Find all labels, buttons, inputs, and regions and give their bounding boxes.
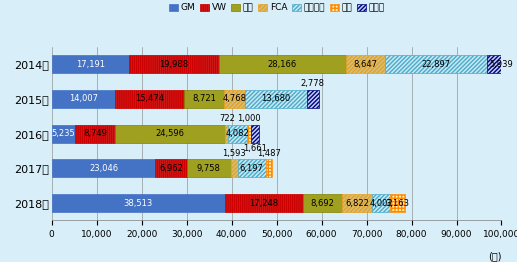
Bar: [231, 159, 238, 177]
Text: 6,962: 6,962: [159, 164, 183, 173]
Bar: [488, 55, 514, 73]
Text: 38,513: 38,513: [124, 199, 153, 208]
Text: (台): (台): [488, 251, 501, 261]
Text: 22,897: 22,897: [421, 59, 450, 69]
Bar: [156, 159, 187, 177]
Text: 14,007: 14,007: [69, 94, 98, 103]
Bar: [251, 124, 259, 143]
Bar: [52, 124, 75, 143]
Text: 1,487: 1,487: [257, 149, 281, 158]
Bar: [52, 55, 129, 73]
Text: 6,822: 6,822: [345, 199, 369, 208]
Bar: [229, 124, 247, 143]
Text: 5,235: 5,235: [52, 129, 75, 138]
Legend: GM, VW, 日産, FCA, フォード, 起亜, ホンダ: GM, VW, 日産, FCA, フォード, 起亜, ホンダ: [169, 3, 385, 12]
Bar: [225, 194, 302, 212]
Text: 6,197: 6,197: [240, 164, 264, 173]
Bar: [238, 159, 266, 177]
Bar: [390, 194, 404, 212]
Text: 23,046: 23,046: [89, 164, 118, 173]
Text: 1,593: 1,593: [222, 149, 246, 158]
Text: 4,082: 4,082: [226, 129, 250, 138]
Text: 13,680: 13,680: [261, 94, 291, 103]
Text: 5,939: 5,939: [489, 59, 513, 69]
Bar: [219, 55, 346, 73]
Text: 4,002: 4,002: [370, 199, 393, 208]
Text: 8,721: 8,721: [192, 94, 216, 103]
Text: 8,692: 8,692: [310, 199, 334, 208]
Bar: [225, 124, 229, 143]
Text: 15,474: 15,474: [135, 94, 164, 103]
Text: 8,647: 8,647: [353, 59, 377, 69]
Text: 17,191: 17,191: [76, 59, 105, 69]
Bar: [247, 124, 251, 143]
Text: 8,749: 8,749: [83, 129, 107, 138]
Bar: [223, 90, 245, 108]
Text: 2,778: 2,778: [301, 79, 325, 88]
Bar: [346, 55, 385, 73]
Text: 3,163: 3,163: [385, 199, 409, 208]
Text: 9,758: 9,758: [196, 164, 221, 173]
Text: 17,248: 17,248: [249, 199, 278, 208]
Bar: [129, 55, 219, 73]
Bar: [115, 90, 184, 108]
Bar: [75, 124, 115, 143]
Text: 24,596: 24,596: [156, 129, 185, 138]
Bar: [52, 90, 115, 108]
Bar: [307, 90, 319, 108]
Bar: [385, 55, 488, 73]
Text: 1,000: 1,000: [237, 114, 261, 123]
Bar: [184, 90, 223, 108]
Bar: [52, 194, 225, 212]
Text: 28,166: 28,166: [268, 59, 297, 69]
Text: 4,768: 4,768: [222, 94, 246, 103]
Bar: [52, 159, 156, 177]
Bar: [372, 194, 390, 212]
Text: 722: 722: [219, 114, 235, 123]
Bar: [115, 124, 225, 143]
Text: 1,661: 1,661: [243, 144, 267, 154]
Bar: [245, 90, 307, 108]
Bar: [302, 194, 342, 212]
Text: 19,988: 19,988: [159, 59, 189, 69]
Bar: [266, 159, 272, 177]
Bar: [342, 194, 372, 212]
Bar: [187, 159, 231, 177]
